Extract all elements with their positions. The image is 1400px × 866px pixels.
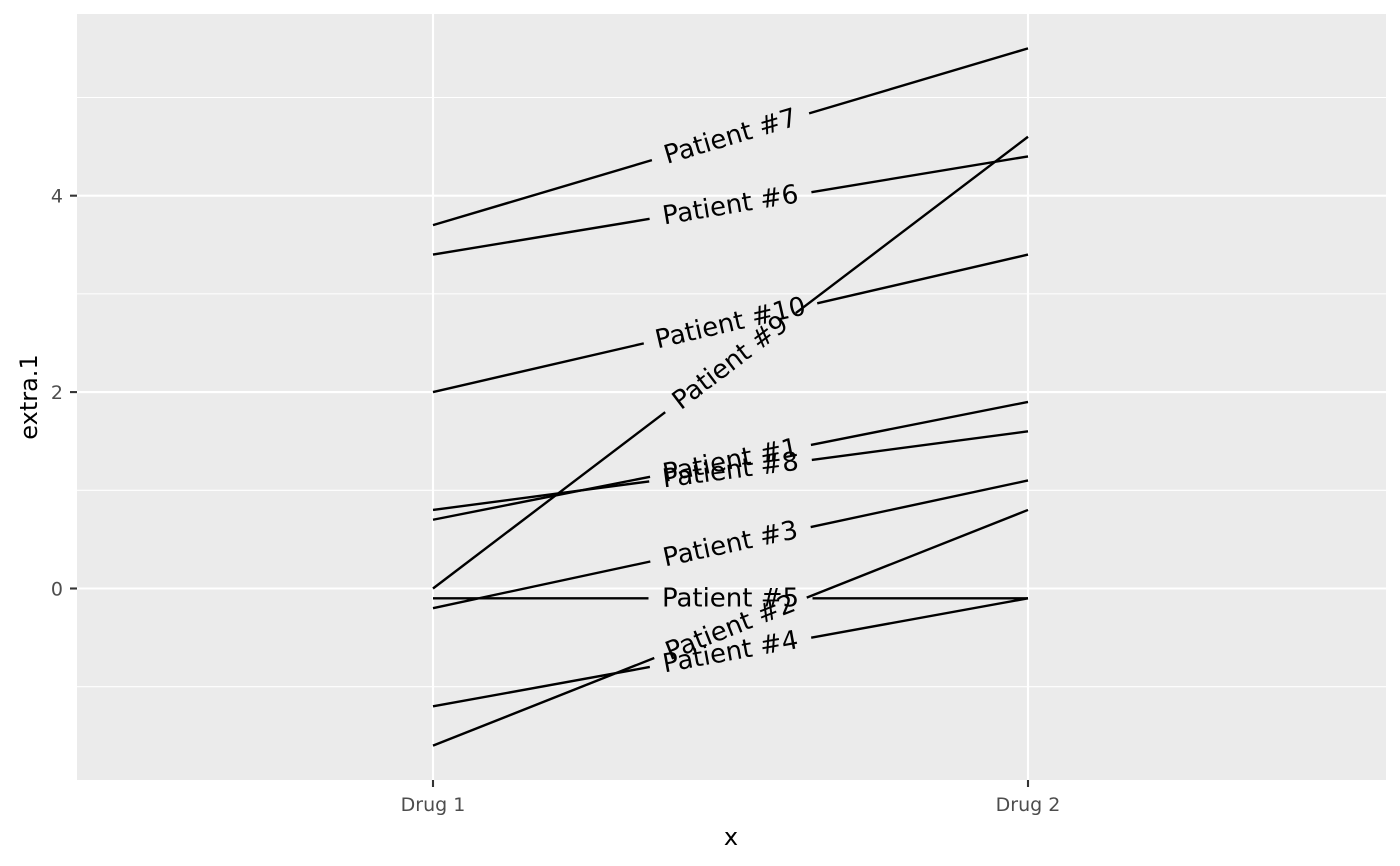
x-tick-label: Drug 2 (996, 794, 1061, 816)
y-tick-label: 0 (51, 579, 63, 601)
series-label: Patient #5 (662, 583, 799, 613)
y-tick-label: 2 (51, 382, 63, 404)
y-axis-title: extra.1 (15, 354, 43, 439)
x-axis-title: x (724, 823, 738, 851)
x-tick-label: Drug 1 (401, 794, 466, 816)
y-tick-label: 4 (51, 186, 63, 208)
